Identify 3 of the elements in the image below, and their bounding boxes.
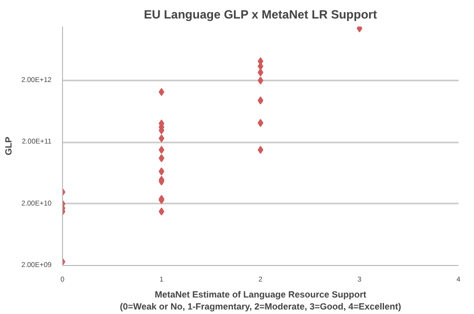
y-axis-title: GLP [3, 136, 14, 156]
x-axis-title: MetaNet Estimate of Language Resource Support (0=Weak or No, 1-Fragmentary, 2=Moderate, 3=Good, 4=Excellent) [120, 290, 402, 312]
chart-title: EU Language GLP x MetaNet LR Support [144, 8, 377, 22]
